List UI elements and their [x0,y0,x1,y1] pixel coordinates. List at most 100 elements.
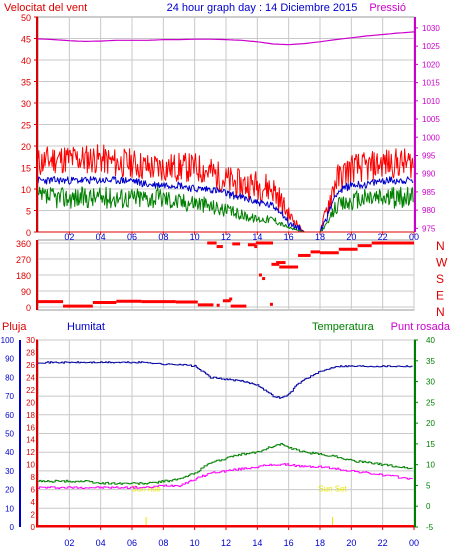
temperature-y-tick-label: 35 [426,357,435,366]
humidity-x-tick-label: 16 [284,538,294,548]
wind-x-tick-label: 16 [284,232,294,242]
rain-y-tick-label: 26 [26,361,35,370]
wind-lull-line [37,186,414,233]
humidity-x-tick-label: 00 [409,538,419,548]
wind-x-tick-label: 06 [127,232,137,242]
rain-y-tick-label: 22 [26,386,35,395]
temperature-y-tick-label: 10 [426,461,435,470]
wind-y-tick-label: 20 [21,142,31,152]
compass-label: N [436,239,445,253]
wind-x-tick-label: 02 [64,232,74,242]
humidity-y-tick-label: 10 [5,504,14,513]
direction-point [262,277,266,281]
sunrise-label: Sun rise [131,485,161,494]
humidity-x-tick-label: 06 [127,538,137,548]
temperature-y-tick-label: 25 [426,398,435,407]
temperature-y-tick-label: 40 [426,336,435,345]
compass-label: N [436,305,445,319]
graph-title: 24 hour graph day : 14 Diciembre 2015 [167,2,358,14]
pressure-y-tick-label: 975 [422,224,436,233]
wind-y-tick-label: 30 [21,99,31,109]
temperature-y-tick-label: 30 [426,378,435,387]
rain-y-tick-label: 0 [31,523,36,532]
wind-y-tick-label: 40 [21,56,31,66]
direction-point [216,303,220,307]
humidity-y-tick-label: 40 [5,448,14,457]
humidity-y-tick-label: 20 [5,486,14,495]
humidity-title: Humitat [67,321,105,333]
humidity-y-tick-label: 100 [1,336,15,345]
rain-y-tick-label: 10 [26,461,35,470]
pressure-y-tick-label: 995 [422,151,436,160]
dewpoint-line [38,463,413,489]
wind-y-tick-label: 10 [21,185,31,195]
wind-x-tick-label: 04 [96,232,106,242]
humidity-x-tick-label: 22 [378,538,388,548]
humidity-x-tick-label: 10 [190,538,200,548]
humidity-x-tick-label: 04 [96,538,106,548]
rain-y-tick-label: 16 [26,423,35,432]
direction-point [254,245,258,249]
pressure-title: Pressió [369,2,406,14]
wind-x-tick-label: 00 [409,232,419,242]
direction-y-tick-label: 90 [21,287,31,297]
humidity-y-tick-label: 0 [10,523,15,532]
rain-y-tick-label: 18 [26,411,35,420]
humidity-x-tick-label: 08 [158,538,168,548]
humidity-x-tick-label: 18 [315,538,325,548]
wind-y-tick-label: 5 [26,207,31,217]
direction-point [258,273,262,277]
rain-y-tick-label: 30 [26,336,35,345]
humidity-line [38,361,413,399]
dewpoint-title: Punt rosada [391,321,451,333]
pressure-line [37,31,415,46]
humidity-y-tick-label: 60 [5,411,14,420]
compass-label: S [436,272,444,286]
pressure-y-tick-label: 1020 [422,60,440,69]
wind-x-tick-label: 08 [158,232,168,242]
temperature-title: Temperatura [312,321,375,333]
pressure-y-tick-label: 990 [422,170,436,179]
pressure-y-tick-label: 1030 [422,24,440,33]
wind-x-tick-label: 20 [346,232,356,242]
temperature-y-tick-label: -5 [426,523,434,532]
temperature-line [38,442,413,485]
rain-y-tick-label: 6 [31,486,36,495]
rain-y-tick-label: 24 [26,373,35,382]
temperature-y-tick-label: 20 [426,419,435,428]
humidity-y-tick-label: 90 [5,355,14,364]
temperature-y-tick-label: 15 [426,440,435,449]
direction-y-tick-label: 270 [16,255,31,265]
wind-x-tick-label: 18 [315,232,325,242]
wind-y-tick-label: 45 [21,35,31,45]
rain-y-tick-label: 2 [31,511,36,520]
wind-average-line [37,176,414,233]
wind-x-tick-label: 10 [190,232,200,242]
pressure-y-tick-label: 985 [422,188,436,197]
pressure-y-tick-label: 1025 [422,42,440,51]
wind-x-tick-label: 14 [252,232,262,242]
humidity-x-tick-label: 12 [221,538,231,548]
wind-x-tick-label: 12 [221,232,231,242]
pressure-y-tick-label: 1015 [422,79,440,88]
humidity-x-tick-label: 14 [252,538,262,548]
wind-y-tick-label: 25 [21,121,31,131]
pressure-y-tick-label: 1005 [422,115,440,124]
pressure-y-tick-label: 1000 [422,133,440,142]
wind-gust-line [37,144,414,233]
wind-y-tick-label: 50 [21,13,31,23]
direction-y-tick-label: 360 [16,239,31,249]
direction-point [269,302,273,306]
compass-label: E [436,289,444,303]
rain-title: Pluja [2,321,27,333]
humidity-x-tick-label: 20 [346,538,356,548]
temperature-y-tick-label: 5 [426,481,431,490]
direction-point [229,297,233,301]
humidity-y-tick-label: 50 [5,430,14,439]
wind-y-tick-label: 0 [26,228,31,238]
rain-y-tick-label: 20 [26,398,35,407]
pressure-y-tick-label: 1010 [422,97,440,106]
